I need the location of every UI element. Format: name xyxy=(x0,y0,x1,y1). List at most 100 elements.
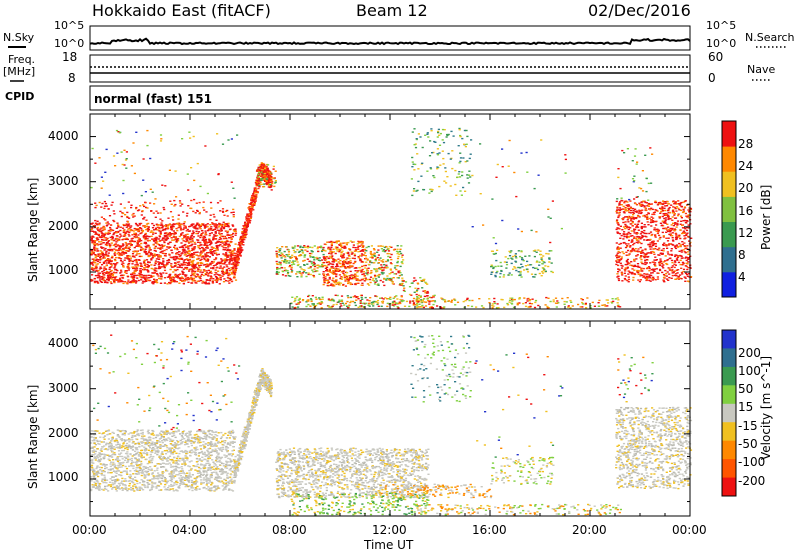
power-pixel xyxy=(193,266,196,268)
power-pixel xyxy=(157,261,160,263)
power-pixel xyxy=(270,177,273,179)
power-pixel xyxy=(377,262,380,264)
power-pixel xyxy=(675,273,678,275)
power-pixel xyxy=(357,240,360,243)
power-pixel xyxy=(525,268,528,270)
power-pixel xyxy=(274,180,277,182)
power-pixel xyxy=(140,194,143,197)
power-pixel xyxy=(377,302,380,304)
power-pixel xyxy=(234,230,237,233)
power-pixel xyxy=(275,273,278,275)
power-pixel xyxy=(398,274,401,277)
power-pixel xyxy=(401,282,404,285)
power-pixel xyxy=(393,267,397,269)
power-pixel xyxy=(414,279,417,282)
power-pixel xyxy=(686,275,689,277)
power-pixel xyxy=(244,234,247,236)
power-pixel xyxy=(98,201,101,204)
power-pixel xyxy=(114,264,117,266)
power-pixel xyxy=(128,231,131,233)
power-pixel xyxy=(325,268,329,271)
power-pixel xyxy=(102,239,105,241)
power-pixel xyxy=(103,233,106,235)
power-pixel xyxy=(216,277,219,280)
power-pixel xyxy=(96,237,99,239)
power-pixel xyxy=(219,241,222,243)
power-pixel xyxy=(637,226,640,228)
power-pixel xyxy=(542,267,545,270)
power-pixel xyxy=(224,210,228,212)
power-pixel xyxy=(245,216,248,218)
power-pixel xyxy=(192,267,196,269)
power-pixel xyxy=(459,190,462,192)
power-pixel xyxy=(168,169,171,171)
power-pixel xyxy=(165,264,168,266)
power-pixel xyxy=(153,203,156,205)
power-pixel xyxy=(204,225,207,227)
power-pixel xyxy=(221,269,224,271)
power-pixel xyxy=(144,277,147,279)
power-pixel xyxy=(564,154,567,156)
power-pixel xyxy=(526,271,530,273)
power-pixel xyxy=(214,258,218,260)
power-pixel xyxy=(689,208,692,211)
power-pixel xyxy=(187,254,190,257)
power-pixel xyxy=(228,273,231,275)
power-pixel xyxy=(265,179,268,182)
power-pixel xyxy=(166,283,169,285)
power-pixel xyxy=(296,261,299,263)
power-pixel xyxy=(154,232,157,234)
power-pixel xyxy=(218,232,221,234)
power-pixel xyxy=(199,225,202,227)
power-pixel xyxy=(625,227,628,229)
power-pixel xyxy=(506,302,509,305)
power-pixel xyxy=(687,236,690,238)
power-pixel xyxy=(307,267,310,269)
power-pixel xyxy=(130,206,133,209)
power-pixel xyxy=(357,242,361,244)
power-pixel xyxy=(655,268,658,270)
power-pixel xyxy=(188,277,191,280)
power-pixel xyxy=(192,232,195,234)
power-pixel xyxy=(621,274,624,276)
power-pixel xyxy=(102,180,105,182)
power-pixel xyxy=(571,305,574,307)
power-pixel xyxy=(627,217,630,219)
power-pixel xyxy=(440,307,443,309)
power-pixel xyxy=(163,282,166,284)
power-pixel xyxy=(340,255,343,257)
power-pixel xyxy=(468,299,471,302)
power-pixel xyxy=(146,269,149,271)
power-pixel xyxy=(615,260,618,262)
power-pixel xyxy=(191,243,194,245)
power-pixel xyxy=(247,218,250,220)
power-pixel xyxy=(286,255,290,257)
power-pixel xyxy=(109,226,112,229)
power-pixel xyxy=(550,250,553,252)
power-pixel xyxy=(187,259,190,261)
power-pixel xyxy=(308,260,311,263)
power-pixel xyxy=(632,217,635,220)
power-pixel xyxy=(191,237,194,239)
power-pixel xyxy=(336,294,339,297)
power-pixel xyxy=(174,262,177,264)
power-pixel xyxy=(151,238,154,240)
power-pixel xyxy=(131,239,134,242)
power-pixel xyxy=(342,263,345,266)
power-pixel xyxy=(157,243,161,246)
power-pixel xyxy=(215,245,218,247)
power-pixel xyxy=(309,246,312,248)
power-pixel xyxy=(400,256,404,258)
power-pixel xyxy=(658,268,662,271)
power-pixel xyxy=(195,232,198,235)
power-pixel xyxy=(214,223,217,226)
power-pixel xyxy=(331,285,334,287)
power-pixel xyxy=(513,266,516,268)
power-pixel xyxy=(199,259,202,261)
power-pixel xyxy=(527,264,530,266)
power-pixel xyxy=(389,256,392,258)
power-pixel xyxy=(317,250,320,253)
power-pixel xyxy=(365,261,368,263)
power-pixel xyxy=(662,213,665,215)
power-pixel xyxy=(461,174,464,177)
